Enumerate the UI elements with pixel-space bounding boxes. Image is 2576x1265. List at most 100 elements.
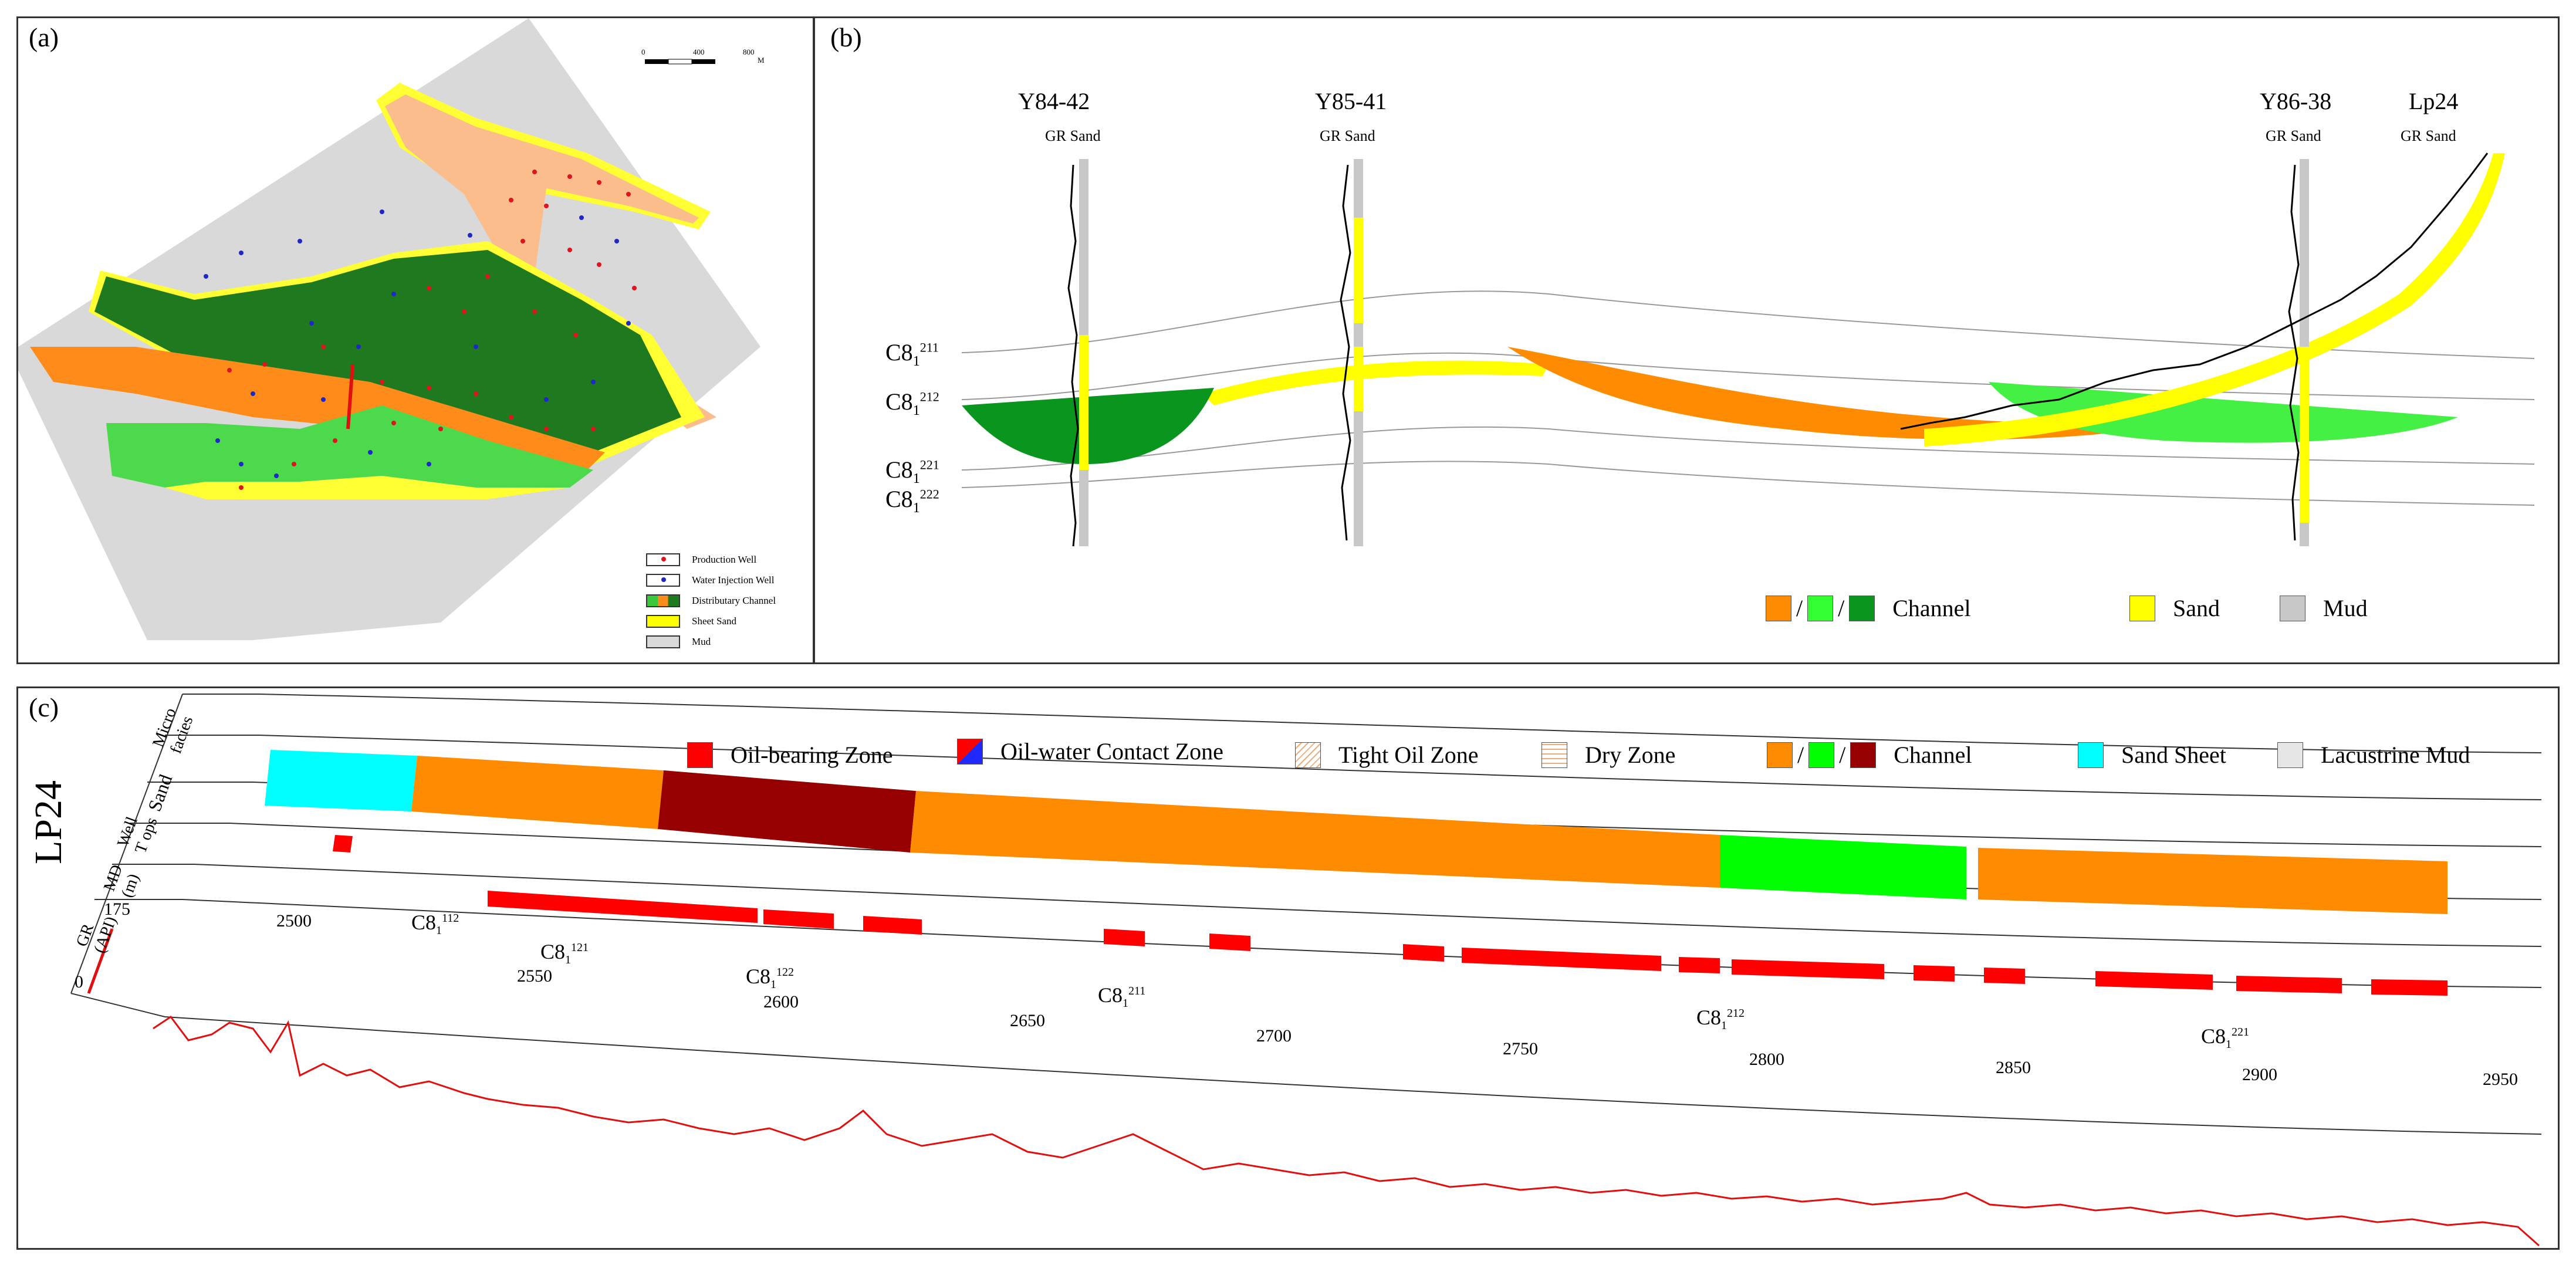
micro-facies-channel-orange-3 [1978,848,2447,914]
well-y85-41-track [1340,159,1363,546]
channel-swatch-green [1807,595,1834,621]
gr-scale-min: 0 [75,972,83,992]
lp24-gr-curve [1900,153,2489,430]
panel-a-label: (a) [29,22,59,52]
map-scale-unit: M [758,56,765,65]
injection-well-symbol [646,574,680,587]
md-tick-2700: 2700 [1256,1026,1292,1046]
map-legend-sheet-sand: Sheet Sand [646,615,736,628]
top-label-221: C81221 [2201,1024,2250,1051]
panel-b-section: (b) Y84-42 GR Sand [813,16,2560,664]
sand-column [333,835,2447,996]
channel-bright-green [106,405,593,488]
horizon-label-211: C81211 [885,339,939,369]
production-well-symbol [646,553,680,566]
channel-orange-north [385,94,716,429]
sand-body-lp24 [1924,153,2505,447]
log-legend-lacustrine-mud: Lacustrine Mud [2277,741,2470,769]
channel-swatch-orange [1766,595,1791,621]
top-label-121: C81121 [540,940,589,967]
well-y84-42-track [1067,159,1088,547]
log-channel-swatch-green [1808,742,1835,768]
well-name-y85-41: Y85-41 [1315,88,1387,114]
micro-facies-channel-red [658,770,916,853]
micro-facies-channel-orange-2 [910,791,1720,888]
track-label-lp24: GR Sand [2401,127,2456,144]
track-label-y85-41: GR Sand [1320,127,1375,144]
mud-swatch [2280,595,2305,621]
top-label-122: C81122 [746,965,795,992]
mud-symbol [646,635,680,648]
micro-facies-channel-green [1720,835,1966,899]
map-scale-bar [645,59,715,65]
panel-b-label: (b) [830,22,862,52]
tight-oil-swatch [1295,742,1321,768]
map-legend-injection: Water Injection Well [646,574,774,587]
well-trajectory [346,364,354,429]
track-label-y86-38: GR Sand [2266,127,2321,144]
md-tick-2800: 2800 [1749,1050,1784,1069]
sand-body-a [1202,360,1549,405]
md-tick-2850: 2850 [1996,1058,2031,1077]
facies-map [18,18,760,640]
map-legend-channel: Distributary Channel [646,594,776,607]
log-legend-dry: Dry Zone [1541,741,1675,769]
log-channel-swatch-red [1850,742,1877,768]
well-y86-38-track [2288,159,2309,546]
top-label-112: C81112 [411,911,459,938]
log-legend-channel: / / Channel [1767,741,1972,769]
gr-scale-max: 175 [104,899,130,919]
horizon-label-221: C81221 [885,456,939,486]
map-legend-mud: Mud [646,635,711,648]
md-tick-2900: 2900 [2242,1065,2277,1084]
md-tick-2750: 2750 [1503,1039,1538,1058]
micro-facies-sand-sheet [265,750,417,811]
channel-dark-green [94,250,681,476]
sand-swatch [2129,595,2155,621]
log-legend-oil-bearing: Oil-bearing Zone [687,741,893,769]
production-wells [227,170,637,490]
md-tick-2650: 2650 [1010,1011,1045,1030]
well-name-y86-38: Y86-38 [2260,88,2332,114]
gr-scale-bar [87,928,114,994]
well-name-lp24: Lp24 [2409,88,2459,114]
panel-a-map: (a) [16,16,814,664]
sheet-sand-symbol [646,615,680,628]
top-label-211: C81211 [1098,983,1146,1010]
cross-section [961,153,2535,547]
log-legend-sand-sheet: Sand Sheet [2078,741,2226,769]
section-legend-sand: Sand [2129,594,2220,622]
log-tracks [70,694,2542,1247]
top-label-212: C81212 [1696,1006,1745,1033]
log-legend-tight-oil: Tight Oil Zone [1295,741,1479,769]
gr-curve [153,1015,2540,1247]
sand-sheet-swatch [2078,742,2104,768]
channel-swatch-darkgreen [1849,595,1875,621]
panel-c-log: (c) LP24 [16,686,2560,1250]
md-tick-2500: 2500 [276,911,312,931]
map-scale-800: 800 [743,48,755,56]
well-name-y84-42: Y84-42 [1018,88,1090,114]
injection-wells [204,209,631,478]
channel-green-body [1989,382,2458,443]
track-label-y84-42: GR Sand [1045,127,1101,144]
panel-c-label: (c) [29,692,59,722]
log-legend-oil-water: Oil-water Contact Zone [957,738,1223,765]
md-tick-2600: 2600 [763,992,799,1012]
map-scale-400: 400 [693,48,705,56]
channel-symbol [646,594,680,607]
md-tick-2550: 2550 [517,966,552,986]
log-channel-swatch-orange [1767,742,1793,768]
section-legend-channel: / / Channel [1766,594,1971,622]
horizon-label-212: C81212 [885,388,939,418]
map-scale-0: 0 [641,48,645,56]
dry-swatch [1541,742,1567,768]
lacustrine-mud-swatch [2277,742,2303,768]
horizon-label-222: C81222 [885,486,939,516]
section-legend-mud: Mud [2280,594,2368,622]
sheet-sand-south-edge [165,476,570,499]
md-tick-2950: 2950 [2483,1070,2518,1089]
map-legend-production: Production Well [646,553,756,566]
oil-water-swatch [957,738,983,765]
micro-facies-channel-orange-1 [411,756,664,829]
